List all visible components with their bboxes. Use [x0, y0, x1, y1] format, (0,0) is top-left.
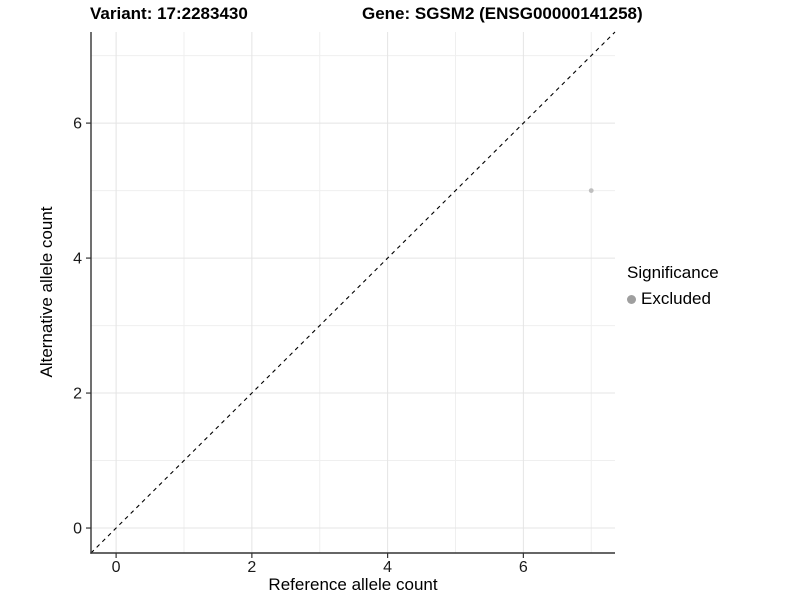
legend-item-excluded: Excluded — [627, 289, 719, 309]
y-tick-label: 2 — [73, 386, 82, 403]
y-tick-label: 0 — [73, 521, 82, 538]
y-tick-label: 4 — [73, 251, 82, 268]
axis-lines — [90, 32, 615, 554]
x-tick-label: 6 — [519, 559, 528, 576]
legend-item-label: Excluded — [641, 289, 711, 308]
axis-tick-labels: 0 2 4 6 0 2 4 6 — [73, 116, 528, 576]
identity-dashed-line — [90, 31, 616, 554]
plot-title-variant: Variant: 17:2283430 — [90, 4, 248, 23]
plot-title-gene: Gene: SGSM2 (ENSG00000141258) — [362, 4, 643, 23]
y-axis-title: Alternative allele count — [37, 206, 56, 378]
gridlines-major — [91, 32, 615, 553]
x-axis-title: Reference allele count — [268, 575, 438, 594]
x-tick-label: 0 — [112, 559, 121, 576]
data-points — [588, 188, 594, 193]
y-tick-label: 6 — [73, 116, 82, 133]
x-tick-label: 2 — [247, 559, 256, 576]
x-tick-label: 4 — [383, 559, 392, 576]
identity-line — [90, 31, 616, 554]
data-point — [588, 188, 594, 193]
axis-tick-marks — [86, 122, 524, 558]
legend: Significance Excluded — [627, 263, 719, 309]
legend-point-icon — [627, 294, 636, 304]
legend-title: Significance — [627, 263, 719, 282]
gridlines-minor — [91, 32, 615, 553]
